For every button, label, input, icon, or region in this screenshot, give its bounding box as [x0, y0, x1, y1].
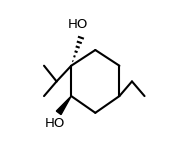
Polygon shape [56, 96, 71, 115]
Text: HO: HO [67, 18, 88, 31]
Text: HO: HO [44, 117, 65, 130]
